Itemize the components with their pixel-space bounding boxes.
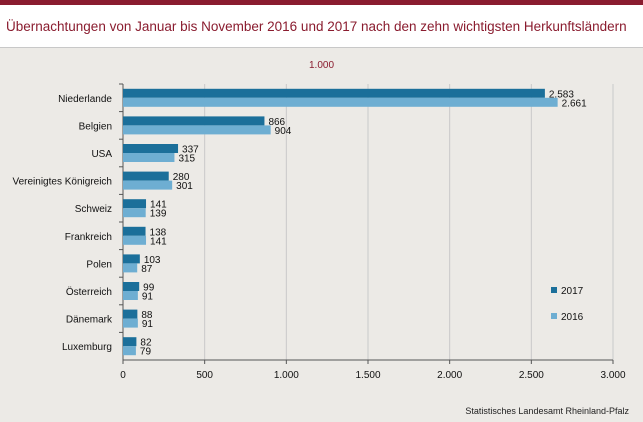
x-tick-label: 3.000 [600,370,625,381]
bar-2017 [123,337,137,347]
data-label-2016: 91 [142,319,154,330]
bar-2016 [123,235,147,245]
category-label: USA [91,149,112,160]
bar-2017 [123,199,147,209]
bar-2016 [123,153,175,162]
category-label: Luxemburg [62,342,112,353]
data-label-2016: 79 [140,347,152,358]
data-label-2016: 301 [176,181,193,192]
data-label-2016: 315 [178,154,195,165]
data-label-2017: 88 [141,310,153,321]
bar-2017 [123,309,138,319]
legend-label-2016: 2016 [561,312,584,323]
data-label-2017: 2.583 [549,89,574,100]
category-label: Polen [86,259,112,270]
data-label-2016: 141 [150,236,167,247]
bar-2016 [123,180,173,190]
bar-2016 [123,208,146,218]
category-label: Frankreich [65,232,112,243]
category-label: Niederlande [58,94,112,105]
category-label: Österreich [66,286,112,298]
data-label-2017: 337 [182,145,199,156]
header: Übernachtungen von Januar bis November 2… [0,5,643,48]
bar-2016 [123,125,271,135]
x-tick-label: 1.000 [274,370,299,381]
category-label: Vereinigtes Königreich [12,177,112,188]
bar-2017 [123,282,140,291]
data-label-2016: 2.661 [562,98,587,109]
legend-label-2017: 2017 [561,286,584,297]
bar-2017 [123,116,265,126]
chart-title: Übernachtungen von Januar bis November 2… [6,19,627,34]
unit-label: 1.000 [308,60,335,71]
data-label-2017: 280 [173,172,190,183]
bar-2016 [123,97,558,107]
data-label-2016: 139 [150,209,167,220]
bar-2017 [123,144,179,153]
category-label: Dänemark [66,315,113,326]
data-label-2017: 141 [150,200,167,211]
x-tick-label: 500 [196,370,213,381]
data-label-2017: 866 [268,117,285,128]
data-label-2017: 82 [140,338,152,349]
x-tick-label: 1.500 [355,370,380,381]
source-note: Statistisches Landesamt Rheinland-Pfalz [465,406,629,416]
x-tick-label: 0 [120,370,126,381]
x-tick-label: 2.500 [519,370,544,381]
bar-2016 [123,263,138,273]
data-label-2017: 99 [143,283,155,294]
bar-2017 [123,88,545,98]
bar-2017 [123,254,140,264]
x-tick-label: 2.000 [437,370,462,381]
legend-swatch-2016 [551,313,557,319]
category-label: Schweiz [75,204,112,215]
top-accent-bar [0,0,643,5]
bar-2016 [123,346,136,356]
legend-swatch-2017 [551,287,557,293]
data-label-2017: 103 [144,255,161,266]
bar-2017 [123,171,169,181]
category-label: Belgien [79,121,112,132]
data-label-2016: 904 [275,126,292,137]
data-label-2017: 138 [150,227,167,238]
bar-2017 [123,226,146,236]
bar-2016 [123,291,138,300]
data-label-2016: 87 [141,264,153,275]
bar-2016 [123,318,138,328]
data-label-2016: 91 [142,292,154,303]
